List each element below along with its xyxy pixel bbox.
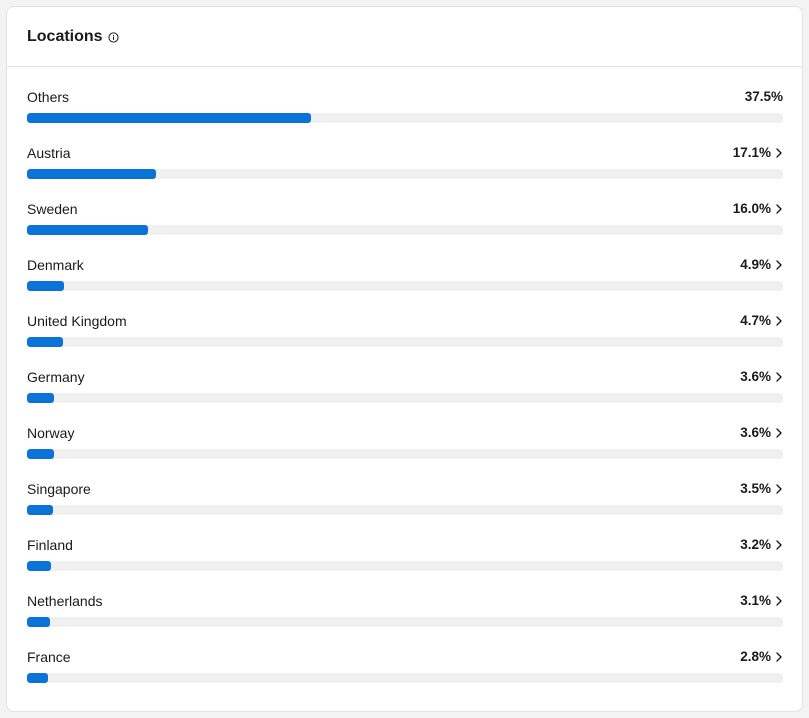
chevron-right-icon[interactable] [775,428,783,438]
progress-track [27,337,783,347]
progress-fill [27,673,48,683]
location-percent: 17.1% [732,145,771,160]
progress-fill [27,169,156,179]
chevron-right-icon[interactable] [775,484,783,494]
progress-track [27,281,783,291]
location-row: Others 37.5% [27,88,783,144]
progress-track [27,449,783,459]
chevron-right-icon[interactable] [775,652,783,662]
progress-fill [27,617,50,627]
location-row[interactable]: Netherlands 3.1% [27,592,783,648]
location-value-group: 2.8% [740,648,783,666]
chevron-right-icon[interactable] [775,148,783,158]
location-value-group: 4.7% [740,312,783,330]
chevron-right-icon[interactable] [775,316,783,326]
location-value-group: 16.0% [733,200,783,218]
location-row[interactable]: United Kingdom 4.7% [27,312,783,368]
location-name: Netherlands [27,593,103,609]
location-name: France [27,649,71,665]
location-percent: 37.5% [744,89,783,104]
progress-track [27,561,783,571]
chevron-right-icon[interactable] [775,596,783,606]
location-percent: 4.7% [740,313,771,328]
location-percent: 3.2% [740,537,771,552]
location-name: Germany [27,369,85,385]
location-row[interactable]: Sweden 16.0% [27,200,783,256]
location-name: Others [27,89,70,105]
location-value-group: 4.9% [740,256,783,274]
progress-track [27,673,783,683]
location-percent: 2.8% [740,649,771,664]
location-name: Sweden [27,201,78,217]
info-circle-icon[interactable] [107,31,119,43]
chevron-right-icon[interactable] [775,260,783,270]
location-percent: 3.1% [740,593,771,608]
progress-fill [27,561,51,571]
location-percent: 3.5% [740,481,771,496]
location-row[interactable]: Germany 3.6% [27,368,783,424]
location-row[interactable]: France 2.8% [27,648,783,704]
location-percent: 4.9% [740,257,771,272]
location-value-group: 3.6% [740,368,783,386]
location-value-group: 17.1% [733,144,783,162]
progress-fill [27,449,54,459]
location-value-group: 37.5% [745,88,783,106]
card-title: Locations [27,27,103,45]
location-value-group: 3.5% [740,480,783,498]
progress-track [27,225,783,235]
location-name: United Kingdom [27,313,127,329]
progress-fill [27,113,311,123]
location-value-group: 3.6% [740,424,783,442]
location-percent: 3.6% [740,425,771,440]
location-row[interactable]: Austria 17.1% [27,144,783,200]
locations-list: Others 37.5% Austria 17.1% Sweden 16.0% Denmar… [7,67,802,704]
chevron-right-icon[interactable] [775,372,783,382]
progress-fill [27,225,148,235]
location-name: Finland [27,537,73,553]
location-name: Austria [27,145,71,161]
progress-track [27,505,783,515]
progress-fill [27,393,54,403]
location-name: Norway [27,425,75,441]
progress-fill [27,281,64,291]
location-value-group: 3.1% [740,592,783,610]
chevron-right-icon[interactable] [775,204,783,214]
progress-track [27,393,783,403]
location-name: Singapore [27,481,91,497]
progress-track [27,617,783,627]
location-name: Denmark [27,257,84,273]
card-header: Locations [7,7,802,67]
location-value-group: 3.2% [740,536,783,554]
location-row[interactable]: Denmark 4.9% [27,256,783,312]
location-percent: 16.0% [732,201,771,216]
progress-fill [27,337,63,347]
chevron-right-icon[interactable] [775,540,783,550]
progress-track [27,113,783,123]
location-row[interactable]: Finland 3.2% [27,536,783,592]
location-row[interactable]: Singapore 3.5% [27,480,783,536]
location-row[interactable]: Norway 3.6% [27,424,783,480]
progress-track [27,169,783,179]
location-percent: 3.6% [740,369,771,384]
locations-card: Locations Others 37.5% Austria 17.1% Sweden 1… [6,6,803,712]
progress-fill [27,505,53,515]
